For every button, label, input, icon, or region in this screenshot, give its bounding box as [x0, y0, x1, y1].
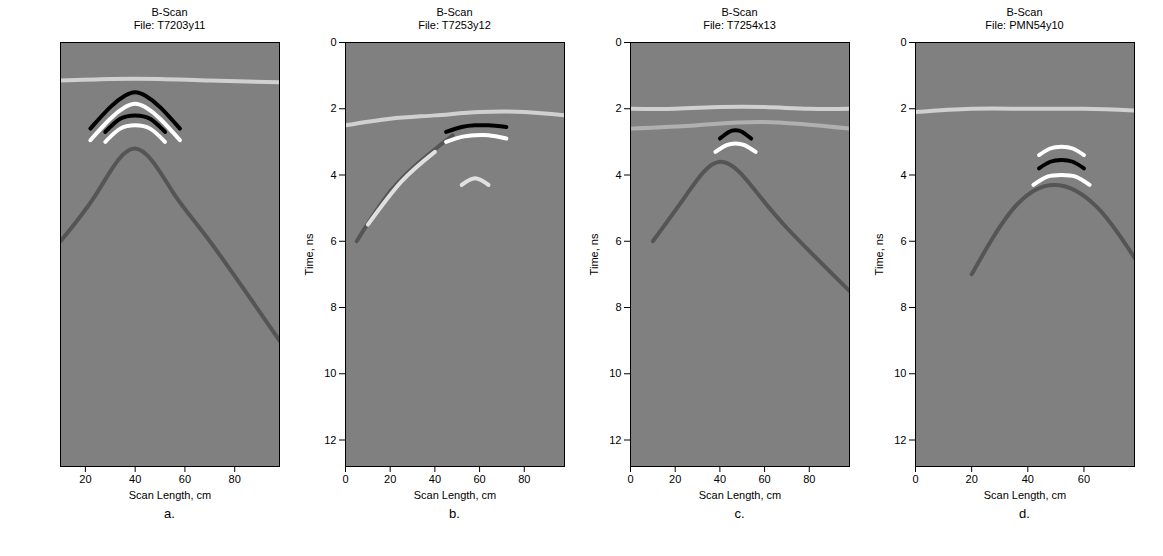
html-text:File: T7203y11: File: T7203y11 — [133, 19, 206, 31]
svg-text:Time, ns: Time, ns — [588, 233, 600, 275]
svg-text:0: 0 — [615, 36, 621, 48]
html-text:a.: a. — [164, 506, 175, 521]
svg-text:8: 8 — [900, 301, 906, 313]
svg-text:60: 60 — [179, 473, 191, 485]
svg-text:2: 2 — [330, 102, 336, 114]
svg-text:12: 12 — [894, 434, 906, 446]
svg-text:12: 12 — [609, 434, 621, 446]
html-text:B-Scan: B-Scan — [1006, 6, 1043, 18]
html-text:b.: b. — [449, 506, 460, 521]
svg-text:Scan Length, cm: Scan Length, cm — [984, 489, 1067, 501]
html-text:B-Scan: B-Scan — [721, 6, 758, 18]
svg-text:40: 40 — [129, 473, 141, 485]
svg-text:Scan Length, cm: Scan Length, cm — [129, 489, 212, 501]
svg-text:6: 6 — [330, 235, 336, 247]
svg-text:0: 0 — [912, 473, 918, 485]
svg-text:4: 4 — [330, 169, 336, 181]
html-text:File: T7253y12: File: T7253y12 — [418, 19, 491, 31]
html-text:B-Scan: B-Scan — [151, 6, 188, 18]
svg-text:4: 4 — [900, 169, 906, 181]
svg-text:0: 0 — [627, 473, 633, 485]
svg-text:8: 8 — [330, 301, 336, 313]
svg-text:60: 60 — [758, 473, 770, 485]
html-text:File: T7254x13: File: T7254x13 — [703, 19, 776, 31]
svg-text:10: 10 — [894, 367, 906, 379]
svg-text:40: 40 — [429, 473, 441, 485]
html-text:c.: c. — [734, 506, 745, 521]
svg-text:0: 0 — [330, 36, 336, 48]
svg-text:6: 6 — [615, 235, 621, 247]
svg-text:20: 20 — [384, 473, 396, 485]
svg-text:4: 4 — [615, 169, 621, 181]
svg-text:Scan Length, cm: Scan Length, cm — [414, 489, 497, 501]
svg-text:2: 2 — [900, 102, 906, 114]
svg-text:10: 10 — [609, 367, 621, 379]
svg-text:6: 6 — [900, 235, 906, 247]
svg-text:2: 2 — [615, 102, 621, 114]
svg-text:8: 8 — [615, 301, 621, 313]
svg-text:10: 10 — [324, 367, 336, 379]
html-text:B-Scan: B-Scan — [436, 6, 473, 18]
svg-text:40: 40 — [1022, 473, 1034, 485]
svg-text:20: 20 — [669, 473, 681, 485]
svg-text:0: 0 — [342, 473, 348, 485]
svg-text:60: 60 — [473, 473, 485, 485]
svg-text:12: 12 — [324, 434, 336, 446]
svg-text:80: 80 — [803, 473, 815, 485]
svg-text:20: 20 — [79, 473, 91, 485]
html-text:d.: d. — [1019, 506, 1030, 521]
svg-text:80: 80 — [229, 473, 241, 485]
svg-text:80: 80 — [518, 473, 530, 485]
svg-text:40: 40 — [714, 473, 726, 485]
html-text:File: PMN54y10: File: PMN54y10 — [985, 19, 1064, 31]
svg-text:60: 60 — [1078, 473, 1090, 485]
svg-text:20: 20 — [966, 473, 978, 485]
svg-text:0: 0 — [900, 36, 906, 48]
svg-text:Time, ns: Time, ns — [873, 233, 885, 275]
svg-text:Scan Length, cm: Scan Length, cm — [699, 489, 782, 501]
svg-text:Time, ns: Time, ns — [303, 233, 315, 275]
